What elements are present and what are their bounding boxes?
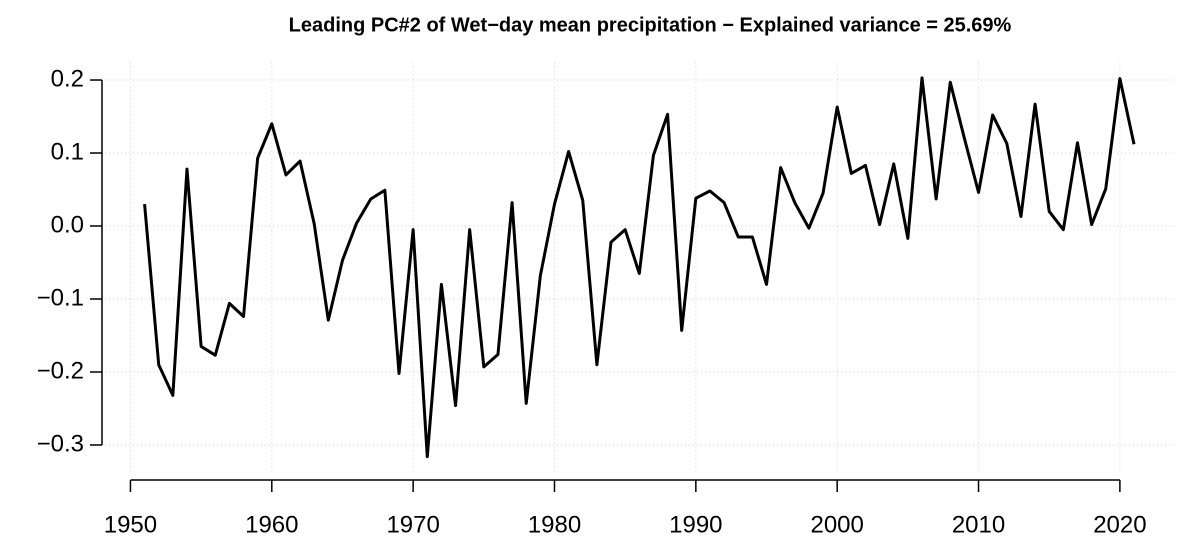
y-tick-label: 0.0 <box>51 211 84 238</box>
x-tick-label: 2010 <box>952 511 1005 538</box>
y-tick-label: 0.2 <box>51 65 84 92</box>
x-tick-label: 2000 <box>810 511 863 538</box>
data-line <box>143 76 1136 459</box>
y-tick-label: −0.1 <box>37 284 84 311</box>
y-tick-label: −0.2 <box>37 357 84 384</box>
chart-title: Leading PC#2 of Wet−day mean precipitati… <box>289 14 1012 36</box>
x-tick-label: 1970 <box>386 511 439 538</box>
x-tick-label: 2020 <box>1093 511 1146 538</box>
y-tick-label: −0.3 <box>37 430 84 457</box>
x-tick-label: 1950 <box>104 511 157 538</box>
x-tick-label: 1990 <box>669 511 722 538</box>
x-tick-label: 1980 <box>528 511 581 538</box>
y-tick-label: 0.1 <box>51 138 84 165</box>
x-tick-label: 1960 <box>245 511 298 538</box>
